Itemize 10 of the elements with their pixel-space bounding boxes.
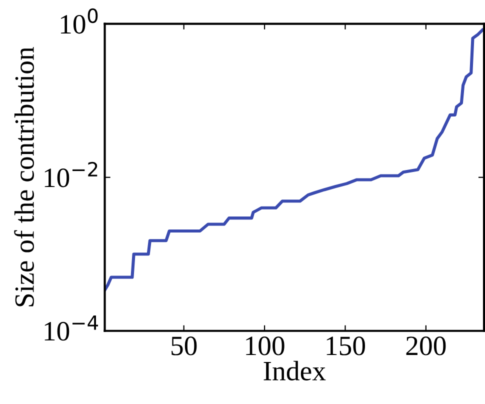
y-tick-label: 10$^{−2}$ (44, 162, 98, 188)
y-tick-label: 10$^{0}$ (60, 8, 98, 34)
line-series (104, 28, 484, 292)
x-tick-label: 50 (172, 336, 197, 356)
y-axis-title: Size of the contribution (14, 47, 34, 306)
x-tick-label: 200 (406, 336, 446, 356)
x-tick-label: 100 (246, 336, 284, 356)
x-axis-title: Index (264, 360, 326, 380)
y-tick-label: 10$^{−4}$ (44, 316, 98, 341)
x-tick-label: 150 (326, 336, 366, 356)
